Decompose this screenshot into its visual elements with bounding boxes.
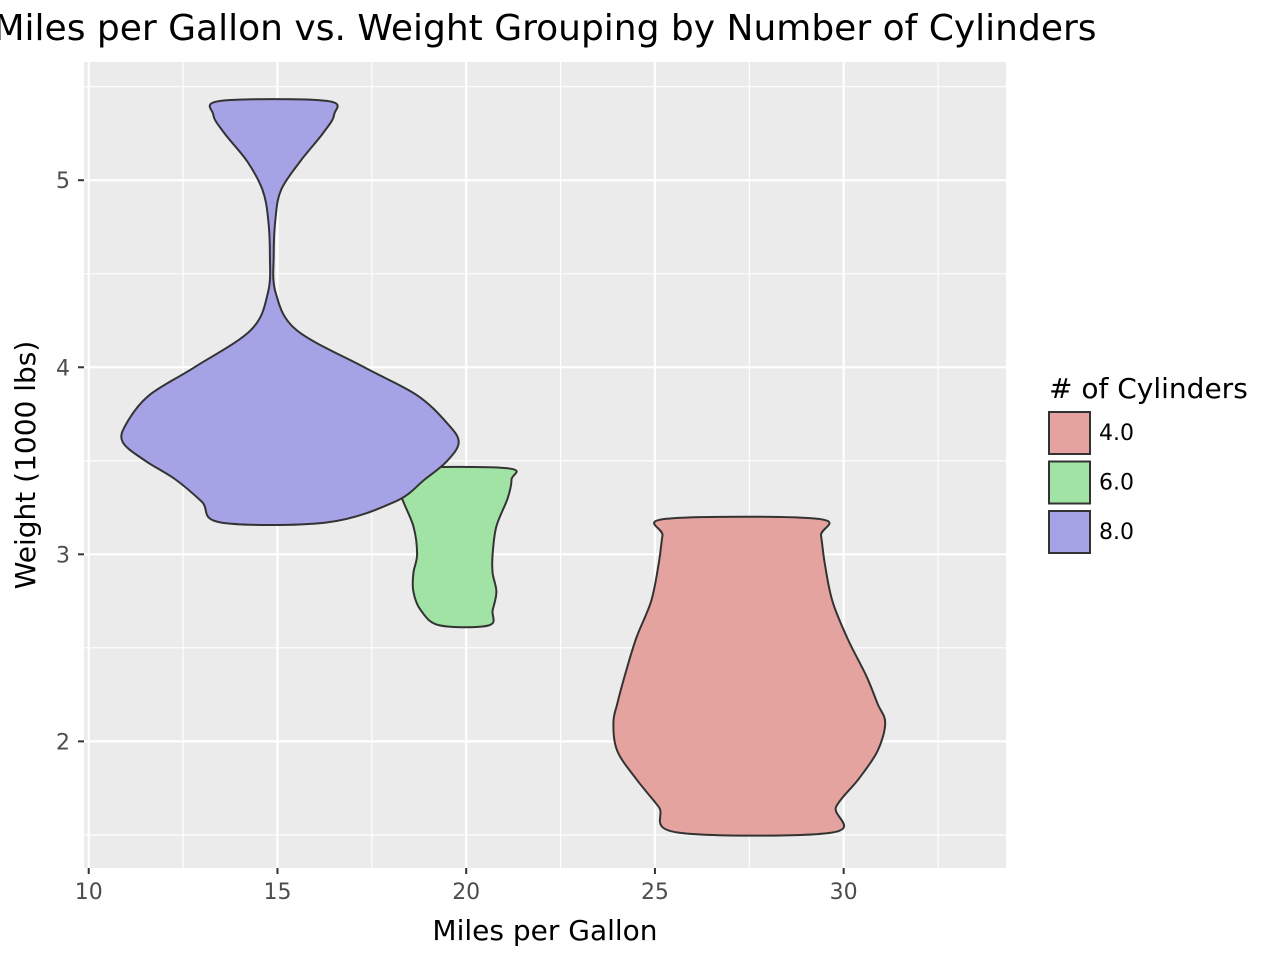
legend-items: 4.0 6.0 8.0 (1048, 411, 1134, 554)
legend-title: # of Cylinders (1049, 372, 1248, 405)
y-axis: 2 3 4 5 (56, 169, 84, 755)
y-axis-label: Weight (1000 lbs) (9, 341, 42, 590)
y-tick-label: 4 (56, 356, 70, 381)
y-tick-label: 5 (56, 169, 70, 194)
y-tick-label: 3 (56, 543, 70, 568)
violin-8-0-cylinders (120, 98, 460, 527)
x-tick-label: 25 (641, 880, 669, 905)
legend-label: 6.0 (1099, 471, 1134, 496)
x-tick-label: 20 (452, 880, 480, 905)
x-axis-label: Miles per Gallon (432, 914, 657, 947)
y-tick-label: 2 (56, 730, 70, 755)
violins (120, 98, 887, 837)
legend-swatch-8-0 (1048, 510, 1091, 554)
legend-label: 4.0 (1099, 421, 1134, 446)
chart-title: Miles per Gallon vs. Weight Grouping by … (0, 8, 1097, 49)
violin-4-0-cylinders (612, 515, 887, 837)
x-axis: 10 15 20 25 30 (75, 868, 858, 905)
x-tick-label: 30 (830, 880, 858, 905)
legend-swatch-4-0 (1048, 411, 1091, 455)
legend-label: 8.0 (1099, 520, 1134, 545)
x-tick-label: 15 (263, 880, 291, 905)
legend: # of Cylinders 4.0 6.0 8.0 (1048, 372, 1248, 554)
legend-swatch-6-0 (1048, 460, 1091, 505)
x-tick-label: 10 (75, 880, 103, 905)
